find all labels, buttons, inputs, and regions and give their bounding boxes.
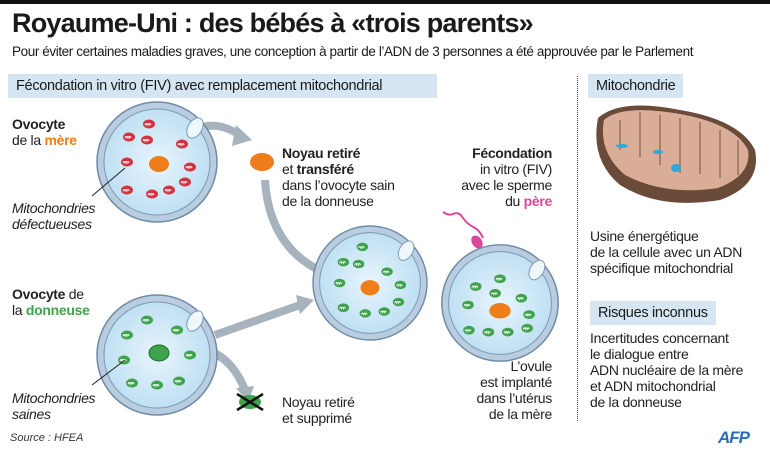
implant-line: est implanté (480, 374, 552, 390)
source-note: Source : HFEA (10, 432, 84, 444)
transfer-line-bold: transféré (296, 161, 355, 177)
mother-label-title: Ovocyte (12, 116, 66, 132)
description-line: Usine énergétique (590, 228, 699, 244)
mitochondrion-illustration (596, 105, 756, 203)
transfer-text: Noyau retiré et transféré dans l’ovocyte… (282, 145, 395, 209)
fertilization-line: in vitro (FIV) (479, 161, 552, 177)
section-heading-mitochondrie: Mitochondrie (588, 74, 684, 98)
donor-oocyte (96, 294, 218, 416)
callout-line: Mitochondries (12, 390, 96, 406)
transfer-line: Noyau retiré (282, 145, 361, 161)
donor-label: Ovocyte de la donneuse (12, 286, 90, 318)
implant-line: dans l’utérus (476, 390, 553, 406)
section-heading-risques: Risques inconnus (590, 301, 716, 325)
removed-line: et supprimé (282, 410, 352, 426)
removed-line: Noyau retiré (282, 394, 355, 410)
donor-label-title: Ovocyte (12, 286, 66, 302)
implant-line: de la mère (488, 406, 552, 422)
implant-text: L’ovule est implanté dans l’utérus de la… (440, 358, 553, 422)
mother-oocyte (96, 101, 218, 223)
section-heading-fiv: Fécondation in vitro (FIV) avec remplace… (8, 74, 437, 98)
fertilization-line: du (505, 193, 524, 209)
top-bar (0, 0, 770, 4)
callout-line: défectueuses (12, 216, 92, 232)
risks-line: et ADN mitochondrial (590, 378, 716, 394)
afp-logo: AFP (718, 428, 750, 447)
transfer-line: et (282, 161, 297, 177)
description-line: spécifique mitochondrial (590, 260, 733, 276)
removed-text: Noyau retiré et supprimé (282, 394, 355, 426)
risks-text: Incertitudes concernant le dialogue entr… (590, 330, 743, 410)
page-subtitle: Pour éviter certaines maladies graves, u… (12, 44, 694, 59)
fertilized-egg (441, 244, 559, 362)
risks-line: de la donneuse (590, 394, 682, 410)
reconstructed-oocyte (312, 225, 428, 341)
fertilization-line: avec le sperme (461, 177, 552, 193)
callout-line: saines (12, 406, 51, 422)
transferred-nucleus (250, 153, 274, 171)
fertilization-line: Fécondation (472, 145, 552, 161)
mitochondrie-description: Usine énergétique de la cellule avec un … (590, 228, 742, 276)
description-line: de la cellule avec un ADN (590, 244, 743, 260)
transfer-line: de la donneuse (282, 193, 374, 209)
divider (577, 76, 578, 421)
donor-label-post: de (65, 286, 84, 302)
fertilization-text: Fécondation in vitro (FIV) avec le sperm… (440, 145, 552, 209)
page-title: Royaume-Uni : des bébés à «trois parents… (12, 8, 534, 38)
donor-label-pre: la (12, 302, 26, 318)
risks-line: le dialogue entre (590, 346, 689, 362)
implant-line: L’ovule (510, 358, 553, 374)
transfer-line: dans l’ovocyte sain (282, 177, 395, 193)
removed-nucleus (236, 392, 264, 412)
sperm-icon (442, 211, 484, 249)
defective-mito-callout: Mitochondries défectueuses (12, 200, 96, 232)
donor-label-accent: donneuse (25, 302, 90, 318)
father-accent: père (523, 193, 553, 209)
risks-line: Incertitudes concernant (590, 330, 729, 346)
risks-line: ADN nucléaire de la mère (590, 362, 744, 378)
callout-line: Mitochondries (12, 200, 96, 216)
mother-label-pre: de la (12, 132, 45, 148)
healthy-mito-callout: Mitochondries saines (12, 390, 96, 422)
mother-label: Ovocyte de la mère (12, 116, 77, 148)
mother-label-accent: mère (44, 132, 77, 148)
